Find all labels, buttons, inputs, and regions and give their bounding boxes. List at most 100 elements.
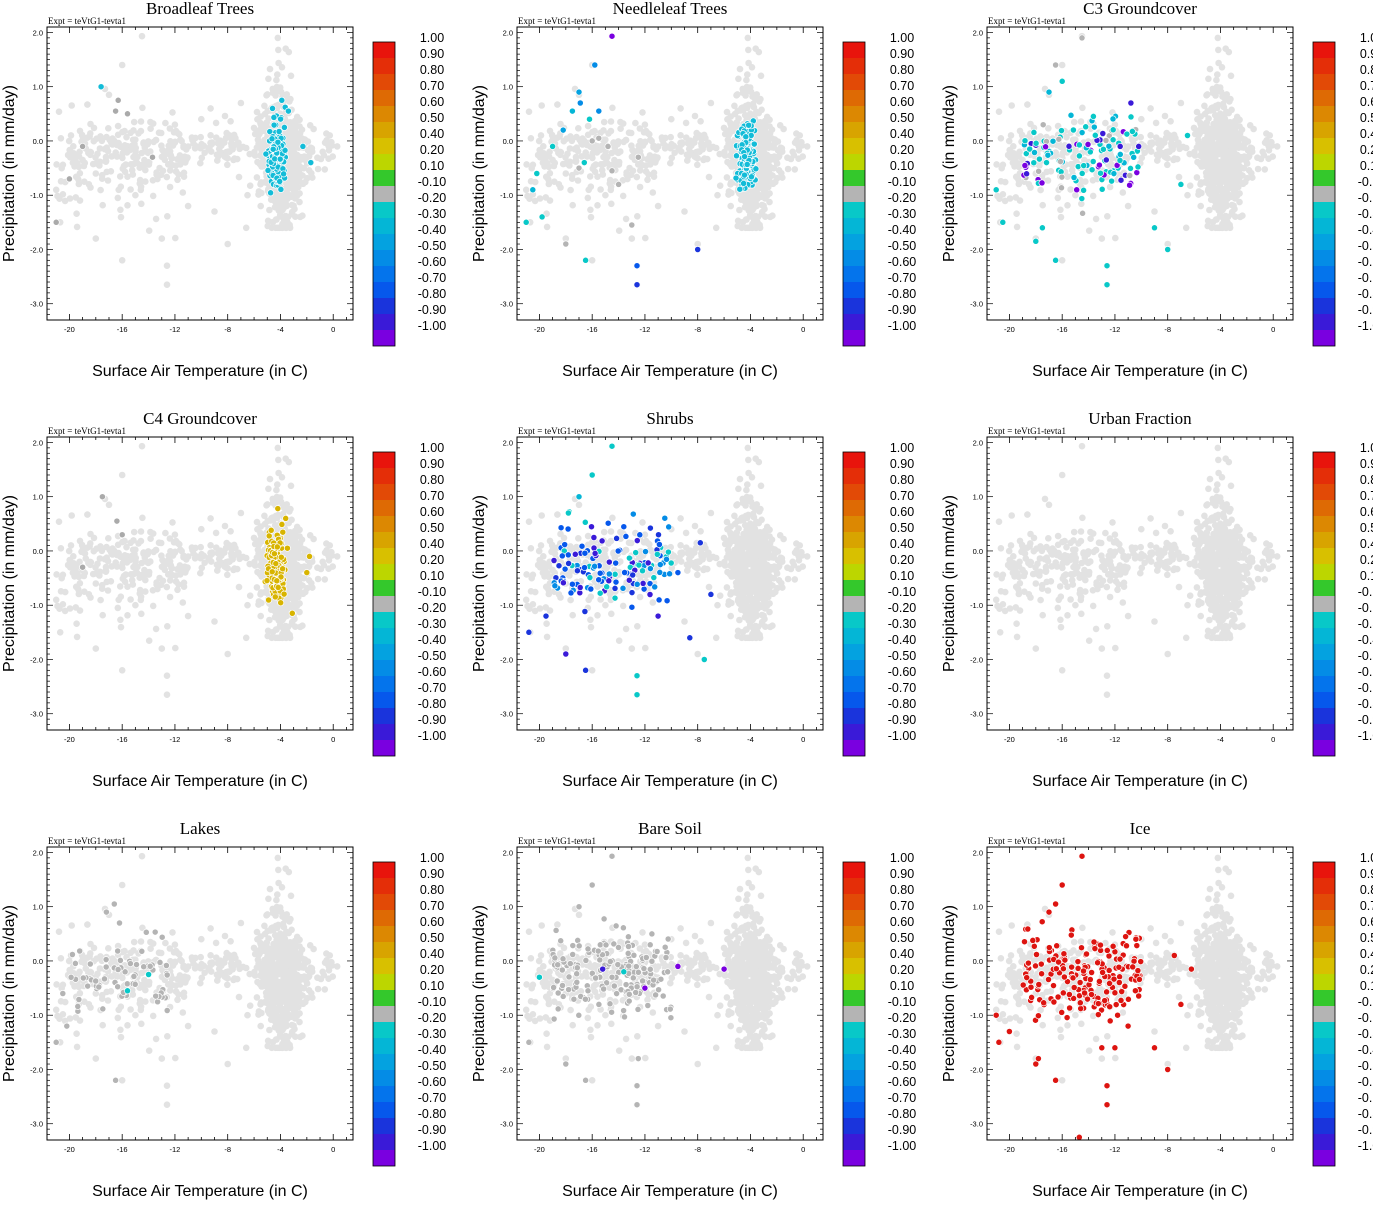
background-point (130, 154, 137, 161)
background-point (286, 508, 293, 515)
background-point (1215, 35, 1222, 42)
colorbar-label: -0.10 (888, 175, 917, 189)
data-point (523, 219, 529, 225)
background-point (292, 195, 299, 202)
colorbar-swatch (373, 330, 395, 346)
background-point (662, 145, 669, 152)
background-point (224, 651, 231, 658)
colorbar-swatch (373, 154, 395, 170)
background-point (1002, 198, 1009, 205)
background-point (247, 592, 254, 599)
background-point (318, 566, 325, 573)
background-point (1234, 133, 1241, 140)
background-point (243, 635, 250, 642)
background-point (286, 180, 293, 187)
background-point (119, 144, 126, 151)
background-point (685, 140, 692, 147)
background-point (207, 132, 214, 139)
background-point (1246, 153, 1253, 160)
x-axis-label: Surface Air Temperature (in C) (562, 363, 778, 380)
background-point (235, 550, 242, 557)
background-point (745, 35, 752, 42)
background-point (174, 177, 181, 184)
background-point (258, 590, 265, 597)
background-point (1215, 47, 1222, 54)
background-point (731, 103, 738, 110)
background-point (1138, 116, 1145, 123)
background-point (1230, 202, 1237, 209)
background-point (1205, 76, 1212, 83)
background-point (297, 163, 304, 170)
data-point (1103, 137, 1109, 143)
background-point (189, 137, 196, 144)
background-point (139, 105, 146, 112)
data-point (1075, 164, 1081, 170)
data-point (1110, 137, 1116, 143)
data-point (742, 154, 748, 160)
background-point (644, 156, 651, 163)
background-point (587, 207, 594, 214)
background-point (207, 515, 214, 522)
background-point (1102, 120, 1109, 127)
background-point (1013, 210, 1020, 217)
colorbar-swatch (843, 90, 865, 106)
data-point (741, 172, 747, 178)
background-point (153, 547, 160, 554)
background-point (185, 613, 192, 620)
colorbar-label: 0.60 (420, 95, 444, 109)
background-point (1079, 105, 1086, 112)
background-point (600, 154, 607, 161)
background-point (173, 538, 180, 545)
background-point (115, 605, 122, 612)
data-point (266, 597, 272, 603)
background-point (105, 587, 112, 594)
background-point (272, 204, 279, 211)
background-point (54, 193, 61, 200)
colorbar-swatch (843, 74, 865, 90)
background-point (289, 574, 296, 581)
background-point (752, 45, 759, 52)
background-point (115, 195, 122, 202)
colorbar-swatch (843, 138, 865, 154)
background-point (1259, 149, 1266, 156)
data-point (1058, 128, 1064, 134)
background-point (138, 118, 145, 125)
background-point (169, 519, 176, 526)
background-point (74, 160, 81, 167)
background-point (1248, 170, 1255, 177)
background-point (297, 624, 304, 631)
background-point (322, 166, 329, 173)
colorbar-label: 0.50 (890, 111, 914, 125)
background-point (68, 102, 75, 109)
background-point (282, 213, 289, 220)
background-point (264, 223, 271, 230)
background-point (1220, 155, 1227, 162)
y-tick-label: 2.0 (973, 28, 983, 37)
background-point (1014, 160, 1021, 167)
colorbar-label: 0.40 (420, 127, 444, 141)
background-point (56, 518, 63, 525)
background-point (53, 187, 60, 194)
background-point (736, 207, 743, 214)
colorbar-label: -0.50 (1358, 239, 1373, 253)
colorbar-label: 1.00 (890, 31, 914, 45)
data-point (743, 134, 749, 140)
background-point (538, 102, 545, 109)
colorbar-swatch (373, 170, 395, 186)
x-tick-label: -16 (117, 325, 128, 334)
data-point (530, 187, 536, 193)
colorbar-swatch (1313, 170, 1335, 186)
background-point (87, 540, 94, 547)
background-point (756, 222, 763, 229)
background-point (273, 487, 280, 494)
background-point (300, 591, 307, 598)
background-point (727, 130, 734, 137)
background-point (270, 629, 277, 636)
background-point (174, 566, 181, 573)
colorbar-swatch (373, 186, 395, 202)
background-point (634, 213, 641, 220)
colorbar-label: 0.10 (1360, 159, 1373, 173)
background-point (1231, 154, 1238, 161)
